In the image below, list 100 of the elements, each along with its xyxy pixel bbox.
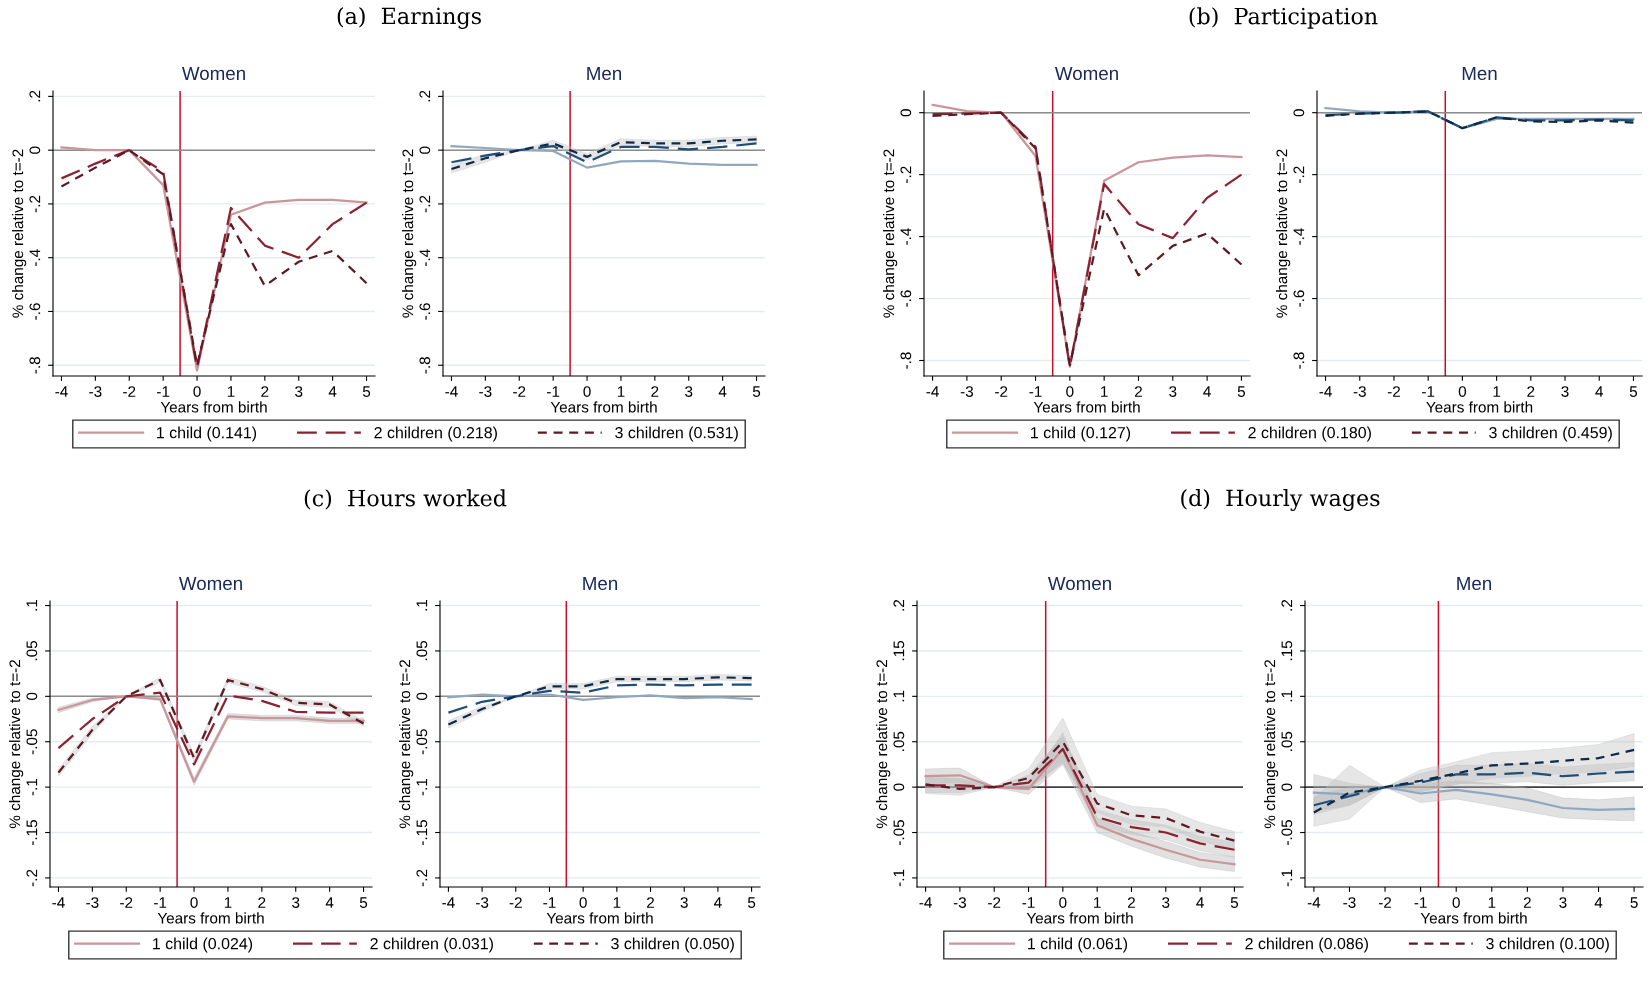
y-tick-label: 0 <box>26 692 38 700</box>
x-axis-title: Years from birth <box>1420 912 1527 924</box>
y-tick-label: .1 <box>26 599 38 611</box>
chart-subtitle: (b) Participation <box>1189 7 1378 29</box>
y-tick-label: -.4 <box>1293 228 1305 245</box>
x-tick-label: 5 <box>1630 897 1638 908</box>
x-tick-label: -2 <box>513 386 526 397</box>
legend-label: 1 child (0.024) <box>153 937 253 953</box>
x-tick-label: 2 <box>647 897 655 908</box>
y-tick-label: -.4 <box>419 249 431 266</box>
y-axis-title: % change relative to t=-2 <box>876 660 891 829</box>
x-axis-title: Years from birth <box>1026 912 1133 924</box>
y-tick-label: -.4 <box>900 228 912 245</box>
y-tick-label: 0 <box>29 146 41 154</box>
x-tick-label: -3 <box>89 386 102 397</box>
y-axis-title: % change relative to t=-2 <box>402 149 417 318</box>
x-axis-title: Years from birth <box>550 401 657 413</box>
chart-subtitle: (d) Hourly wages <box>1181 489 1380 511</box>
x-tick-label: 0 <box>1059 897 1067 908</box>
x-tick-label: 3 <box>292 897 300 908</box>
x-tick-label: 5 <box>1230 897 1239 908</box>
x-tick-label: -4 <box>1307 897 1321 908</box>
x-tick-label: -2 <box>1378 897 1392 908</box>
x-tick-label: -2 <box>123 386 136 397</box>
y-tick-label: 0 <box>900 109 912 117</box>
y-tick-label: -.2 <box>416 869 428 887</box>
y-axis-title: % change relative to t=-2 <box>1264 660 1279 829</box>
x-tick-label: -2 <box>988 897 1001 908</box>
x-tick-label: 5 <box>362 386 371 397</box>
x-tick-label: 2 <box>651 386 659 397</box>
y-tick-label: -.2 <box>419 195 431 213</box>
y-tick-label: -.8 <box>419 356 431 374</box>
x-tick-label: 4 <box>1196 897 1204 908</box>
x-tick-label: 5 <box>747 897 756 908</box>
chart-title: Women <box>1047 576 1111 591</box>
y-tick-label: .15 <box>893 640 905 661</box>
x-tick-label: -3 <box>475 897 489 908</box>
y-tick-label: .2 <box>419 90 431 102</box>
legend-label: 3 children (0.531) <box>615 426 738 442</box>
y-axis-title: % change relative to t=-2 <box>12 149 27 318</box>
x-tick-label: -4 <box>445 386 458 397</box>
chart-title: Women <box>1054 66 1118 81</box>
x-tick-label: 5 <box>1629 386 1638 397</box>
x-tick-label: 3 <box>1169 386 1177 397</box>
x-tick-label: 0 <box>190 897 198 908</box>
y-tick-label: .2 <box>1281 599 1293 611</box>
y-tick-label: -.2 <box>26 869 38 887</box>
y-tick-label: .05 <box>893 731 905 751</box>
x-tick-label: 1 <box>227 386 235 397</box>
x-tick-label: -4 <box>52 897 65 908</box>
y-tick-label: -.2 <box>1293 166 1305 183</box>
x-tick-label: 5 <box>359 897 368 908</box>
chart-title: Men <box>1462 66 1497 81</box>
legend-label: 2 children (0.218) <box>374 426 497 442</box>
y-tick-label: -.6 <box>29 303 41 320</box>
x-tick-label: -3 <box>960 386 974 397</box>
x-tick-label: 2 <box>1134 386 1142 397</box>
y-tick-label: -.1 <box>893 869 905 887</box>
x-tick-label: 2 <box>1127 897 1135 908</box>
y-tick-label: 0 <box>1293 109 1305 117</box>
x-axis-title: Years from birth <box>1033 401 1140 413</box>
legend-label: 1 child (0.061) <box>1028 937 1128 953</box>
x-tick-label: 3 <box>1561 386 1569 397</box>
y-tick-label: -.8 <box>29 356 41 374</box>
x-axis-title: Years from birth <box>1426 401 1533 413</box>
x-tick-label: 4 <box>1203 386 1211 397</box>
x-tick-label: 4 <box>714 897 722 908</box>
x-tick-label: 2 <box>261 386 269 397</box>
y-tick-label: -.05 <box>26 729 38 755</box>
x-tick-label: 0 <box>583 386 591 397</box>
y-tick-label: .1 <box>416 599 428 611</box>
y-tick-label: .05 <box>416 640 428 661</box>
x-tick-label: 0 <box>1452 897 1460 908</box>
chart-title: Women <box>178 576 242 591</box>
y-axis-title: % change relative to t=-2 <box>883 149 898 318</box>
chart-title: Men <box>583 576 618 591</box>
y-tick-label: -.2 <box>29 195 41 213</box>
y-axis-title: % change relative to t=-2 <box>399 660 414 829</box>
y-tick-label: -.05 <box>1281 820 1293 846</box>
y-tick-label: .15 <box>1281 640 1293 661</box>
legend-label: 3 children (0.459) <box>1489 426 1612 442</box>
x-tick-label: 1 <box>1488 897 1496 908</box>
x-tick-label: 0 <box>1458 386 1467 397</box>
x-tick-label: 4 <box>328 386 337 397</box>
x-tick-label: -3 <box>1353 386 1366 397</box>
x-tick-label: -1 <box>157 386 170 397</box>
y-tick-label: -.15 <box>416 820 428 846</box>
y-tick-label: 0 <box>1281 783 1293 791</box>
legend-label: 2 children (0.180) <box>1248 426 1371 442</box>
x-tick-label: -1 <box>154 897 167 908</box>
x-tick-label: -2 <box>120 897 133 908</box>
y-axis-title: % change relative to t=-2 <box>9 660 24 829</box>
y-axis-title: % change relative to t=-2 <box>1276 149 1291 318</box>
y-tick-label: -.1 <box>416 778 428 796</box>
x-tick-label: 1 <box>224 897 232 908</box>
x-tick-label: -4 <box>1319 386 1332 397</box>
x-tick-label: -4 <box>926 386 939 397</box>
x-tick-label: 3 <box>295 386 303 397</box>
x-tick-label: 1 <box>613 897 621 908</box>
y-tick-label: .05 <box>1281 731 1293 751</box>
